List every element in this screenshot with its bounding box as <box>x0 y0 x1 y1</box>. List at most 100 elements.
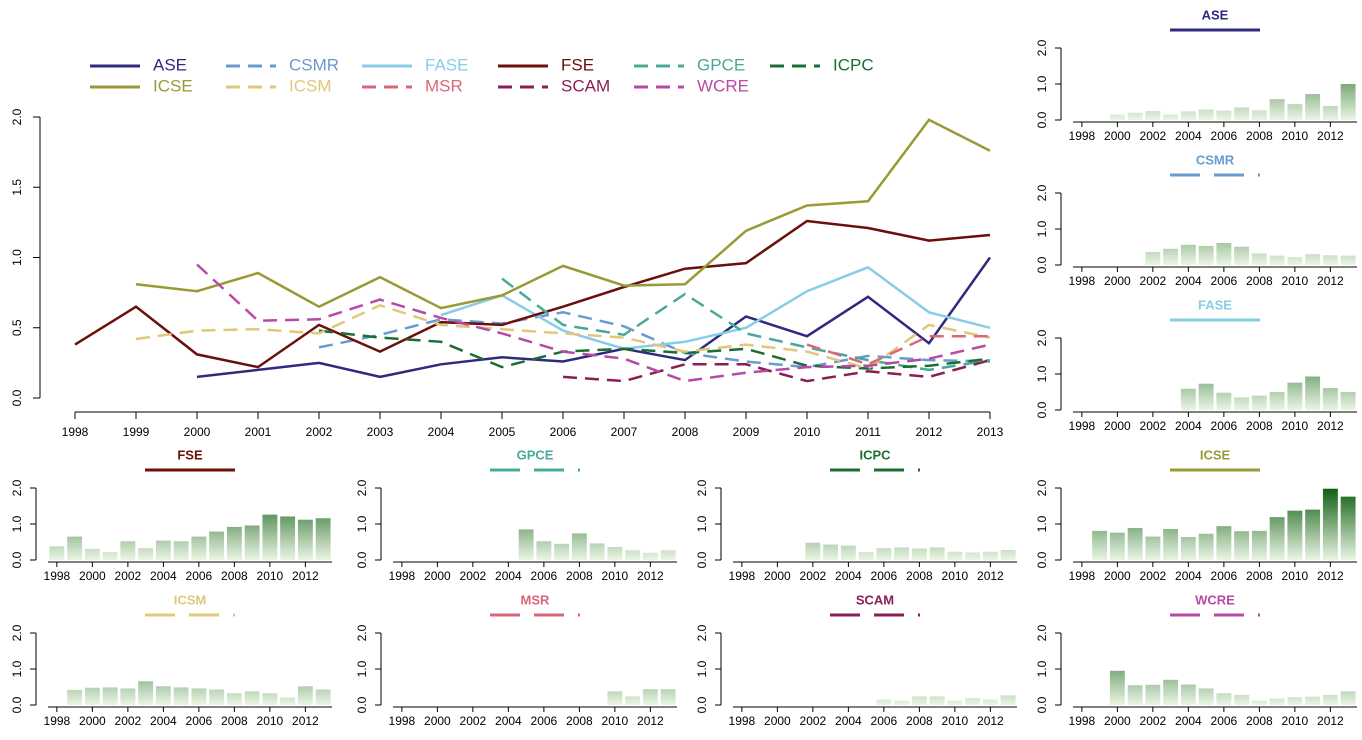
panel-title: ASE <box>1202 7 1229 22</box>
panel-y-tick-label: 0.0 <box>1035 551 1049 568</box>
panel-x-tick-label: 2008 <box>906 569 933 583</box>
panel-x-tick-label: 2008 <box>1246 274 1273 288</box>
x-tick-label: 2010 <box>794 425 821 439</box>
panel-y-tick-label: 2.0 <box>10 624 24 641</box>
y-tick-label: 1.0 <box>10 249 24 266</box>
bar <box>1305 696 1321 705</box>
panel-x-tick-label: 2010 <box>942 714 969 728</box>
bar <box>1234 107 1250 120</box>
bar <box>1269 255 1285 265</box>
panel-title: GPCE <box>517 447 554 462</box>
x-tick-label: 1999 <box>123 425 150 439</box>
bar <box>297 686 313 705</box>
panel-title: FASE <box>1198 297 1232 312</box>
bar <box>280 697 296 705</box>
bar <box>1340 691 1356 705</box>
panel-x-tick-label: 2006 <box>871 714 898 728</box>
bar <box>1180 536 1196 560</box>
panel-x-tick-label: 2002 <box>115 714 142 728</box>
panel-x-tick-label: 2002 <box>1140 419 1167 433</box>
bar <box>965 698 981 705</box>
series-line <box>501 277 991 372</box>
panel-x-tick-label: 2008 <box>566 714 593 728</box>
panel-x-tick-label: 2006 <box>1211 274 1238 288</box>
panel-x-tick-label: 2006 <box>531 714 558 728</box>
bar <box>894 700 910 705</box>
panel-x-tick-label: 2010 <box>1282 714 1309 728</box>
bar <box>823 544 839 560</box>
bar <box>1163 248 1179 265</box>
panel-title: MSR <box>521 592 551 607</box>
x-tick-label: 2001 <box>245 425 272 439</box>
x-tick-label: 2009 <box>733 425 760 439</box>
panel-x-tick-label: 2004 <box>1175 419 1202 433</box>
panel-x-tick-label: 1998 <box>1069 714 1096 728</box>
bar <box>1287 697 1303 705</box>
bar <box>1198 383 1214 410</box>
bar <box>929 696 945 705</box>
bar <box>209 689 225 705</box>
bar <box>1234 531 1250 560</box>
panel-x-tick-label: 2012 <box>977 714 1004 728</box>
panel-y-tick-label: 2.0 <box>1035 624 1049 641</box>
panel-x-tick-label: 2002 <box>800 714 827 728</box>
panel-x-tick-label: 2000 <box>424 714 451 728</box>
bar <box>315 689 331 705</box>
legend-label: ICSM <box>289 76 332 95</box>
panel-y-tick-label: 1.0 <box>1035 365 1049 382</box>
panel-x-tick-label: 2010 <box>1282 569 1309 583</box>
panel-x-tick-label: 2000 <box>1104 129 1131 143</box>
bar <box>1269 698 1285 705</box>
panel-y-tick-label: 2.0 <box>1035 39 1049 56</box>
series-line <box>806 334 990 366</box>
panel-x-tick-label: 2000 <box>79 714 106 728</box>
panel-x-tick-label: 2012 <box>1317 129 1344 143</box>
bar <box>173 687 189 705</box>
panel-y-tick-label: 2.0 <box>1035 184 1049 201</box>
bar <box>209 531 225 560</box>
panel-title: CSMR <box>1196 152 1235 167</box>
panel-x-tick-label: 2002 <box>1140 714 1167 728</box>
bar <box>1109 670 1125 705</box>
panel-y-tick-label: 1.0 <box>1035 220 1049 237</box>
legend-label: MSR <box>425 76 463 95</box>
panel-y-tick-label: 1.0 <box>695 515 709 532</box>
bar <box>947 700 963 705</box>
y-tick-label: 0.0 <box>10 389 24 406</box>
panel-x-tick-label: 2004 <box>1175 569 1202 583</box>
panel-x-tick-label: 2012 <box>977 569 1004 583</box>
bar <box>67 689 83 705</box>
panel-y-tick-label: 0.0 <box>695 551 709 568</box>
bar <box>536 541 552 560</box>
bar <box>1216 526 1232 560</box>
bar <box>805 542 821 560</box>
series-line <box>318 329 991 370</box>
bar <box>102 552 118 560</box>
bar <box>858 552 874 560</box>
bar <box>84 548 100 560</box>
panel-x-tick-label: 2006 <box>871 569 898 583</box>
bar <box>571 533 587 560</box>
panel-x-tick-label: 1998 <box>1069 569 1096 583</box>
panel-x-tick-label: 2012 <box>292 714 319 728</box>
panel-title: FSE <box>177 447 203 462</box>
panel-x-tick-label: 2000 <box>1104 419 1131 433</box>
bar <box>982 699 998 705</box>
panel-x-tick-label: 2006 <box>186 569 213 583</box>
bar <box>84 687 100 705</box>
bar <box>1322 694 1338 705</box>
bar <box>1269 517 1285 560</box>
bar <box>660 550 676 560</box>
bar <box>929 547 945 560</box>
panel-x-tick-label: 2000 <box>1104 714 1131 728</box>
panel-x-tick-label: 1998 <box>389 569 416 583</box>
bar <box>1163 679 1179 705</box>
series-line <box>74 219 991 369</box>
bar <box>1163 114 1179 120</box>
bar <box>589 543 605 560</box>
panel-x-tick-label: 2004 <box>1175 274 1202 288</box>
panel-x-tick-label: 1998 <box>1069 274 1096 288</box>
bar <box>1251 395 1267 410</box>
x-tick-label: 2007 <box>611 425 638 439</box>
panel-y-tick-label: 0.0 <box>1035 696 1049 713</box>
